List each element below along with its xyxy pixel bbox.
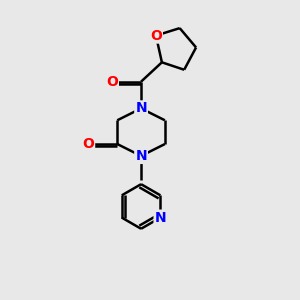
Text: N: N [154,211,166,225]
Text: N: N [135,149,147,163]
Text: N: N [135,101,147,116]
Text: O: O [82,137,94,151]
Text: O: O [150,28,162,43]
Text: O: O [106,75,118,88]
